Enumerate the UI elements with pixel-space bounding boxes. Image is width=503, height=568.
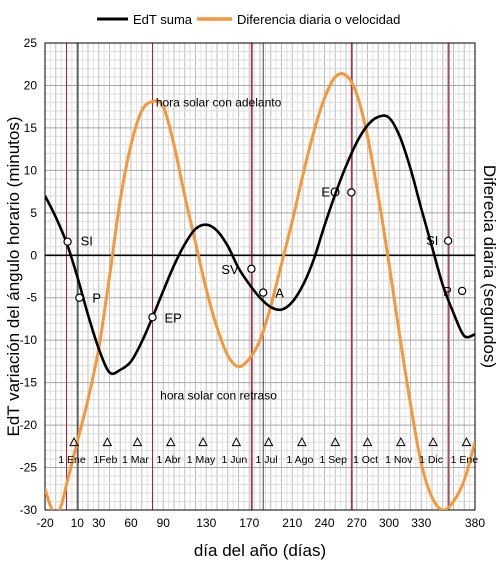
y-tick-label: -30 xyxy=(20,503,38,517)
month-markers: 1 Ene 1Feb 1 Mar 1 Abr 1 May 1 Jun 1 Jul 1 Ago 1… xyxy=(58,437,479,466)
month-marker-triangle xyxy=(165,437,176,447)
y-tick-label: -15 xyxy=(20,376,38,390)
legend: EdT suma Diferencia diaria o velocidad xyxy=(97,12,400,27)
month-marker-triangle xyxy=(198,437,208,447)
annotation-text: hora solar con adelanto xyxy=(156,95,282,109)
series-line-edt xyxy=(45,114,475,376)
x-tick-label: 30 xyxy=(92,516,106,530)
event-point-label: EO xyxy=(321,184,340,199)
legend-label: Diferencia diaria o velocidad xyxy=(237,12,400,27)
series-line-diferencia xyxy=(45,72,475,510)
month-label: 1 Jun xyxy=(222,454,248,466)
y-tick-labels: -30 -25 -20 -15 -10 -5 0 5 10 15 20 25 xyxy=(20,36,38,517)
month-marker-triangle xyxy=(297,437,307,447)
series-lines xyxy=(45,72,475,510)
month-label: 1 May xyxy=(187,454,216,466)
event-point-marker xyxy=(75,293,84,302)
y-tick-label: -10 xyxy=(20,333,38,347)
event-point-marker xyxy=(247,264,256,274)
event-point-label: A xyxy=(275,286,284,301)
legend-label: EdT suma xyxy=(133,12,193,27)
y-tick-label: 10 xyxy=(24,163,38,177)
x-tick-label: 270 xyxy=(347,516,367,530)
y-tick-label: 25 xyxy=(24,36,38,50)
month-marker-triangle xyxy=(395,437,406,447)
month-label: 1 Ago xyxy=(286,454,313,466)
event-point-marker xyxy=(148,313,157,322)
month-label: 1 Nov xyxy=(385,454,413,466)
month-label: 1Feb xyxy=(93,454,117,466)
event-point-label: EP xyxy=(165,310,182,325)
annotation-text: hora solar con retraso xyxy=(160,388,277,402)
event-point-label: P xyxy=(443,284,452,299)
x-tick-labels: -20 10 30 60 90 130 170 210 240 270 300 330 380 xyxy=(36,516,485,530)
x-tick-label: 60 xyxy=(124,516,138,530)
y-axis-label-left: EdT variación del ángulo horario (minuto… xyxy=(4,116,23,436)
event-point-marker xyxy=(347,188,356,197)
month-marker-triangle xyxy=(362,437,373,447)
event-point-marker xyxy=(457,286,467,296)
x-axis-label: día del año (días) xyxy=(194,541,326,560)
y-tick-label: -5 xyxy=(26,291,37,305)
month-label: 1 Ene xyxy=(58,454,86,466)
month-marker-triangle xyxy=(102,437,113,447)
y-axis-label-right: Diferecia diaria (segundos) xyxy=(480,165,499,368)
month-label: 1 Sep xyxy=(320,454,348,466)
annotations: hora solar con adelanto hora solar con re… xyxy=(156,95,282,402)
x-tick-label: 380 xyxy=(465,516,485,530)
x-tick-label: 210 xyxy=(282,516,302,530)
y-tick-label: 5 xyxy=(30,206,37,220)
month-marker-triangle xyxy=(69,437,79,447)
y-tick-label: -20 xyxy=(20,418,38,432)
x-tick-label: 170 xyxy=(239,516,259,530)
y-tick-label: 15 xyxy=(24,121,38,135)
month-marker-triangle xyxy=(330,437,341,447)
y-tick-label: -25 xyxy=(20,461,38,475)
month-marker-triangle xyxy=(461,437,472,447)
event-point-label: SV xyxy=(221,262,239,277)
x-tick-label: 240 xyxy=(314,516,334,530)
month-marker-triangle xyxy=(132,437,143,447)
y-tick-label: 0 xyxy=(30,248,37,262)
month-marker-triangle xyxy=(428,437,438,447)
month-label: 1 Jul xyxy=(256,454,278,466)
plot-frame xyxy=(44,42,476,511)
event-point-label: SI xyxy=(81,234,93,249)
x-tick-label: 130 xyxy=(196,516,216,530)
event-point-label: P xyxy=(92,291,101,306)
event-points: SI P EP SV A EO SI P xyxy=(63,184,467,325)
event-point-marker xyxy=(443,236,453,246)
event-point-label: SI xyxy=(426,233,438,248)
month-label: 1 Abr xyxy=(157,454,182,466)
x-tick-label: -20 xyxy=(36,516,54,530)
month-label: 1 Dic xyxy=(419,454,443,466)
month-label: 1 Mar xyxy=(122,454,149,466)
month-marker-triangle xyxy=(231,437,242,447)
x-tick-label: 300 xyxy=(379,516,399,530)
event-point-marker xyxy=(63,237,72,246)
x-tick-label: 90 xyxy=(157,516,171,530)
y-tick-label: 20 xyxy=(24,78,38,92)
month-marker-triangle xyxy=(263,437,274,447)
x-tick-label: 10 xyxy=(71,516,85,530)
month-label: 1 Ene xyxy=(451,454,479,466)
event-point-marker xyxy=(259,288,268,297)
x-tick-label: 330 xyxy=(411,516,431,530)
month-label: 1 Oct xyxy=(353,454,378,466)
